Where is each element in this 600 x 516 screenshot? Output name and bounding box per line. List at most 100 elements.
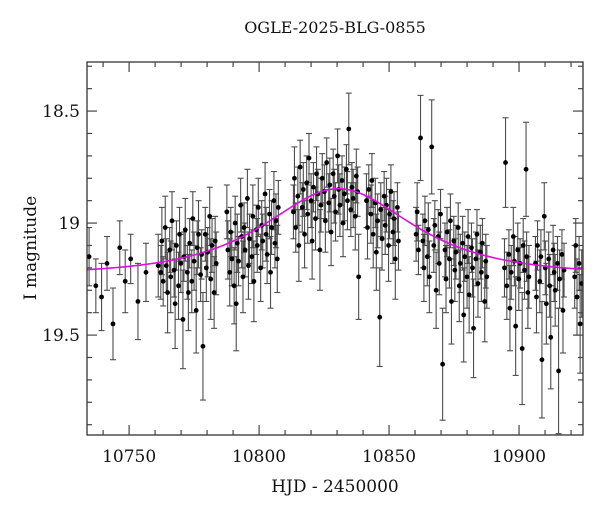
data-point [128,256,134,262]
data-point [200,343,206,349]
data-point [444,229,450,235]
data-point [446,256,452,262]
data-point [262,191,268,197]
data-point [291,209,296,215]
data-point [273,218,279,224]
data-point [391,216,397,221]
data-point [525,290,531,295]
data-point [250,213,256,219]
data-point [539,357,545,363]
data-point [264,252,270,257]
y-tick-label: 18.5 [42,102,80,122]
data-point [373,249,379,255]
data-point [241,225,247,230]
data-point [456,283,462,289]
data-point [471,325,476,331]
data-point [394,204,400,210]
data-point [135,299,141,304]
data-point [474,231,480,237]
data-point [387,211,392,217]
data-point [382,222,388,228]
data-point [93,283,99,289]
data-point [440,361,446,367]
data-point [209,243,215,248]
data-point [143,269,149,275]
data-point [386,243,391,248]
data-point [322,218,328,224]
data-point [176,283,181,289]
data-point [240,274,246,280]
data-point [333,209,338,215]
data-point [155,263,161,269]
data-point [324,160,330,165]
data-point [352,213,358,219]
data-point [396,238,401,244]
data-point [231,283,237,289]
data-point [414,209,420,215]
data-point [202,231,208,237]
data-point [433,287,439,293]
data-point [180,317,186,322]
data-point [335,153,340,159]
data-point [169,218,175,224]
x-axis-label: HJD - 2450000 [271,477,399,497]
data-point [224,209,230,215]
data-point [110,321,116,327]
data-point [429,144,435,150]
y-tick-label: 19 [58,214,80,234]
data-point [260,238,266,244]
data-point [455,225,461,230]
data-point [309,238,315,244]
data-point [475,281,481,286]
data-point [349,184,355,190]
data-point [229,256,235,262]
data-point [550,247,556,253]
error-bars-layer [87,92,583,435]
data-point [365,225,370,230]
x-tick-label: 10800 [232,447,286,467]
data-point [346,126,352,132]
data-point [162,225,168,230]
data-point [370,231,376,237]
data-point [272,240,278,246]
data-point [236,258,241,264]
data-point [522,267,527,273]
data-point [546,256,552,262]
data-point [503,160,508,165]
data-point [228,229,234,235]
data-point [292,175,297,181]
data-point [194,245,200,251]
data-point [577,321,583,327]
data-point [557,276,563,282]
data-point [379,236,385,242]
data-point [482,299,488,304]
data-point [443,276,449,282]
data-point [168,274,174,280]
data-point [388,189,394,195]
data-point [572,274,578,280]
data-point [255,204,261,210]
data-point [212,238,218,244]
data-point [504,283,510,289]
data-point [167,247,173,253]
data-point [327,182,333,188]
data-point [462,254,468,260]
data-point [555,260,560,266]
data-point [271,198,277,204]
data-point [163,263,169,269]
data-point [364,198,369,204]
data-point [304,180,310,186]
data-point [561,267,567,273]
data-point [420,238,426,244]
data-point [375,218,381,224]
data-point [461,312,467,318]
data-point [171,267,177,273]
data-point [573,243,579,248]
data-point [185,290,191,295]
data-point [117,245,123,251]
data-point [473,256,479,262]
data-point [519,346,525,351]
data-point [190,216,196,221]
data-point [350,196,356,201]
